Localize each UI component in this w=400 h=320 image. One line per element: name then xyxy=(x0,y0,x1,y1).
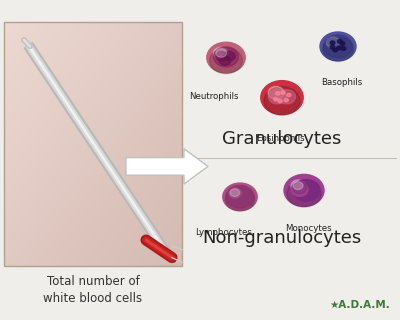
Text: Monocytes: Monocytes xyxy=(285,224,331,233)
Polygon shape xyxy=(126,149,208,184)
Text: ★A.D.A.M.: ★A.D.A.M. xyxy=(330,300,390,310)
Text: Lymphocytes: Lymphocytes xyxy=(196,228,252,237)
Text: Total number of
white blood cells: Total number of white blood cells xyxy=(44,275,142,305)
Text: Granulocytes: Granulocytes xyxy=(222,130,342,148)
Circle shape xyxy=(216,49,226,57)
Circle shape xyxy=(340,42,345,45)
Circle shape xyxy=(341,47,346,51)
Circle shape xyxy=(213,47,228,59)
Circle shape xyxy=(287,93,291,97)
Circle shape xyxy=(274,98,278,101)
Circle shape xyxy=(216,52,228,61)
Circle shape xyxy=(330,45,335,49)
Text: Basophils: Basophils xyxy=(321,78,363,87)
Circle shape xyxy=(278,90,296,104)
Circle shape xyxy=(230,189,240,196)
Circle shape xyxy=(293,181,303,189)
Circle shape xyxy=(223,183,257,211)
Text: Non-granulocytes: Non-granulocytes xyxy=(202,229,362,247)
Circle shape xyxy=(320,32,356,61)
Circle shape xyxy=(219,56,231,65)
Circle shape xyxy=(323,37,353,61)
Circle shape xyxy=(229,188,242,198)
Circle shape xyxy=(214,47,238,67)
Circle shape xyxy=(268,86,284,99)
Circle shape xyxy=(338,39,342,43)
Circle shape xyxy=(264,87,300,116)
Circle shape xyxy=(330,41,335,45)
Circle shape xyxy=(210,48,242,74)
Circle shape xyxy=(268,90,286,104)
Circle shape xyxy=(225,188,255,211)
Circle shape xyxy=(293,180,320,201)
Circle shape xyxy=(261,81,303,115)
Circle shape xyxy=(284,99,288,102)
Circle shape xyxy=(291,180,306,192)
Circle shape xyxy=(287,180,321,207)
Circle shape xyxy=(293,182,307,194)
Circle shape xyxy=(281,91,285,94)
Circle shape xyxy=(207,42,245,73)
Circle shape xyxy=(278,99,282,103)
Circle shape xyxy=(333,48,338,52)
Circle shape xyxy=(226,186,254,208)
Circle shape xyxy=(324,35,352,58)
Circle shape xyxy=(224,52,235,61)
Text: Neutrophils: Neutrophils xyxy=(189,92,239,101)
Text: Eosinophils: Eosinophils xyxy=(256,134,304,143)
Circle shape xyxy=(291,183,308,196)
Circle shape xyxy=(336,46,341,50)
Circle shape xyxy=(326,37,340,48)
Circle shape xyxy=(284,174,324,206)
Circle shape xyxy=(276,92,280,95)
